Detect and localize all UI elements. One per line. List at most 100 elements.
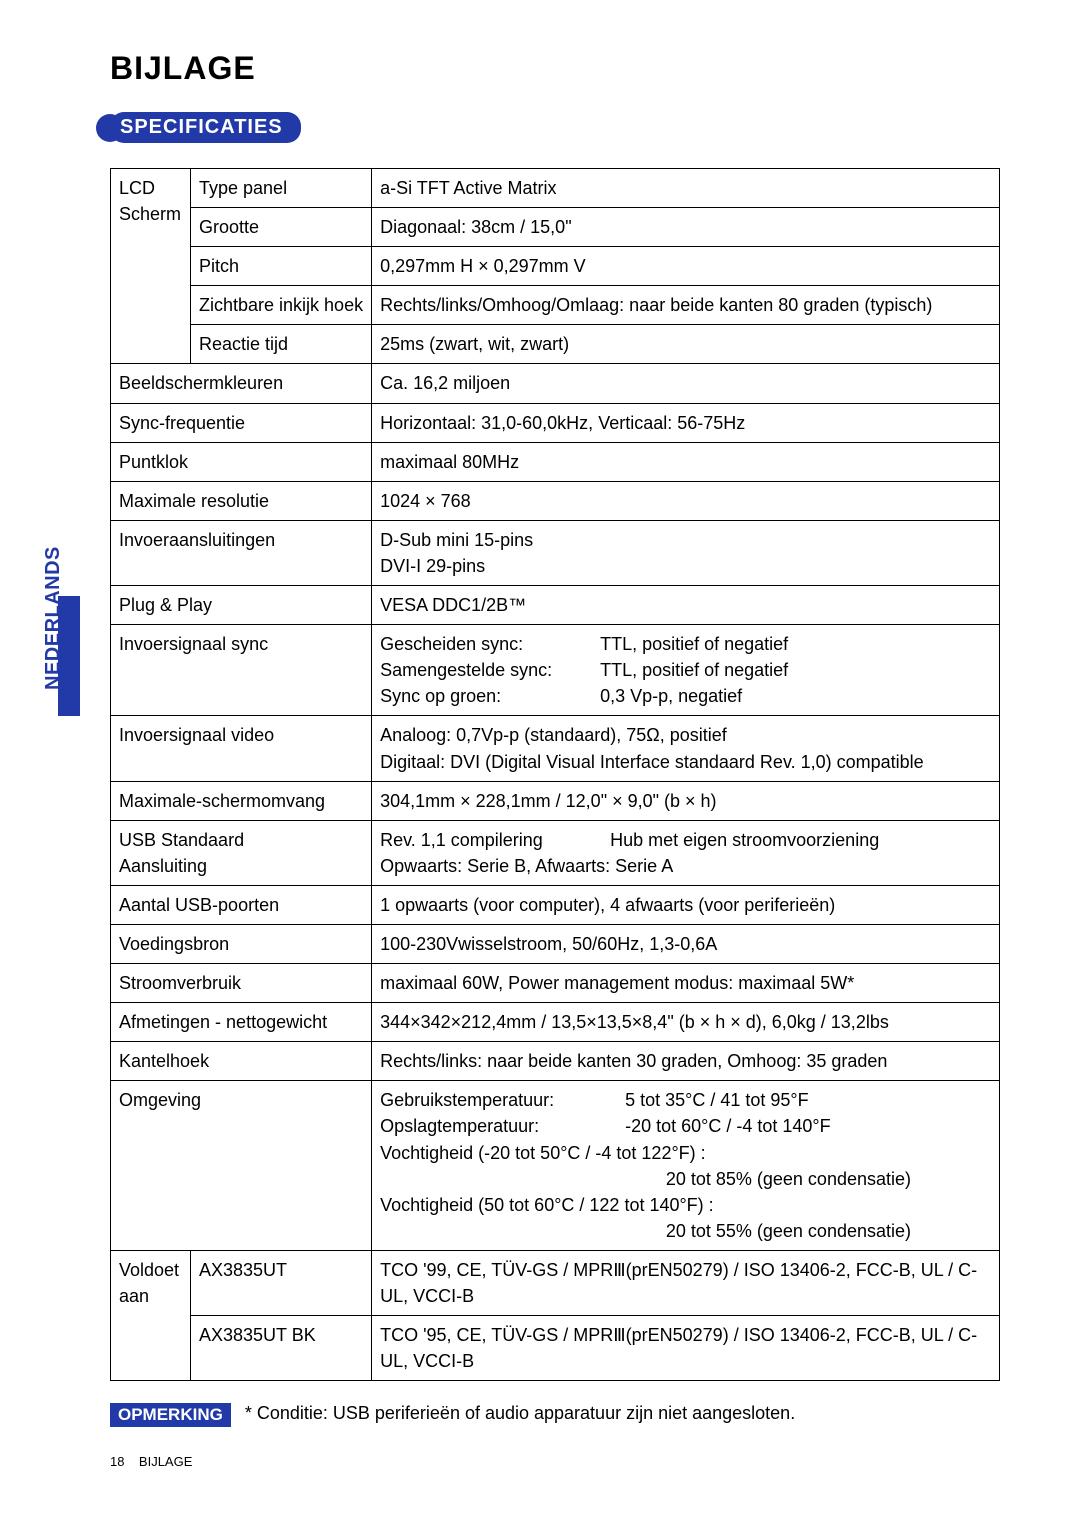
- cell: Afmetingen - nettogewicht: [111, 1003, 372, 1042]
- cell: maximaal 60W, Power management modus: ma…: [372, 964, 1000, 1003]
- cell: USB Standaard Aansluiting: [111, 820, 372, 885]
- section-badge-row: SPECIFICATIES: [110, 112, 1000, 143]
- line: DVI-I 29-pins: [380, 553, 991, 579]
- table-row: Maximale resolutie 1024 × 768: [111, 481, 1000, 520]
- cell: Maximale resolutie: [111, 481, 372, 520]
- cell-lcd-label: LCD Scherm: [111, 169, 191, 364]
- line: Opslagtemperatuur:: [380, 1113, 625, 1139]
- cell: Grootte: [191, 208, 372, 247]
- line: Vochtigheid (-20 tot 50°C / -4 tot 122°F…: [380, 1140, 991, 1166]
- cell: Reactie tijd: [191, 325, 372, 364]
- table-row: LCD Scherm Type panel a-Si TFT Active Ma…: [111, 169, 1000, 208]
- cell: Horizontaal: 31,0-60,0kHz, Verticaal: 56…: [372, 403, 1000, 442]
- cell: maximaal 80MHz: [372, 442, 1000, 481]
- cell: Kantelhoek: [111, 1042, 372, 1081]
- table-row: AX3835UT BK TCO '95, CE, TÜV-GS / MPRⅢ(p…: [111, 1316, 1000, 1381]
- table-row: Invoersignaal sync Gescheiden sync:TTL, …: [111, 625, 1000, 716]
- table-row: Puntklok maximaal 80MHz: [111, 442, 1000, 481]
- side-color-bar: [58, 596, 80, 716]
- cell: Omgeving: [111, 1081, 372, 1251]
- cell: Sync-frequentie: [111, 403, 372, 442]
- line: Vochtigheid (50 tot 60°C / 122 tot 140°F…: [380, 1192, 991, 1218]
- table-row: Invoersignaal video Analoog: 0,7Vp-p (st…: [111, 716, 1000, 781]
- line: D-Sub mini 15-pins: [380, 527, 991, 553]
- cell: Puntklok: [111, 442, 372, 481]
- line: Analoog: 0,7Vp-p (standaard), 75Ω, posit…: [380, 722, 991, 748]
- cell: Rechts/links: naar beide kanten 30 grade…: [372, 1042, 1000, 1081]
- table-row: Invoeraansluitingen D-Sub mini 15-pins D…: [111, 520, 1000, 585]
- cell: 304,1mm × 228,1mm / 12,0" × 9,0" (b × h): [372, 781, 1000, 820]
- cell: Analoog: 0,7Vp-p (standaard), 75Ω, posit…: [372, 716, 1000, 781]
- cell: AX3835UT: [191, 1250, 372, 1315]
- line: Digitaal: DVI (Digital Visual Interface …: [380, 749, 991, 775]
- section-badge: SPECIFICATIES: [110, 112, 301, 143]
- table-row: Kantelhoek Rechts/links: naar beide kant…: [111, 1042, 1000, 1081]
- line: USB Standaard: [119, 827, 363, 853]
- note-text: * Conditie: USB periferieën of audio app…: [245, 1403, 795, 1424]
- table-row: Reactie tijd 25ms (zwart, wit, zwart): [111, 325, 1000, 364]
- cell: Aantal USB-poorten: [111, 885, 372, 924]
- cell: 25ms (zwart, wit, zwart): [372, 325, 1000, 364]
- cell: 100-230Vwisselstroom, 50/60Hz, 1,3-0,6A: [372, 924, 1000, 963]
- line: TTL, positief of negatief: [600, 631, 788, 657]
- line: Gebruikstemperatuur:: [380, 1087, 625, 1113]
- line: Samengestelde sync:: [380, 657, 600, 683]
- cell: Stroomverbruik: [111, 964, 372, 1003]
- note-row: OPMERKING * Conditie: USB periferieën of…: [110, 1403, 1000, 1427]
- table-row: Maximale-schermomvang 304,1mm × 228,1mm …: [111, 781, 1000, 820]
- line: 20 tot 85% (geen condensatie): [380, 1166, 991, 1192]
- cell: Zichtbare inkijk hoek: [191, 286, 372, 325]
- cell: 1024 × 768: [372, 481, 1000, 520]
- line: -20 tot 60°C / -4 tot 140°F: [625, 1113, 831, 1139]
- table-row: Voldoet aan AX3835UT TCO '99, CE, TÜV-GS…: [111, 1250, 1000, 1315]
- line: TTL, positief of negatief: [600, 657, 788, 683]
- table-row: Beeldschermkleuren Ca. 16,2 miljoen: [111, 364, 1000, 403]
- cell: Maximale-schermomvang: [111, 781, 372, 820]
- cell: Rechts/links/Omhoog/Omlaag: naar beide k…: [372, 286, 1000, 325]
- line: Rev. 1,1 compilering: [380, 827, 610, 853]
- line: Hub met eigen stroomvoorziening: [610, 827, 879, 853]
- table-row: Aantal USB-poorten 1 opwaarts (voor comp…: [111, 885, 1000, 924]
- cell: Type panel: [191, 169, 372, 208]
- line: 20 tot 55% (geen condensatie): [380, 1218, 991, 1244]
- cell: Plug & Play: [111, 586, 372, 625]
- cell: AX3835UT BK: [191, 1316, 372, 1381]
- table-row: Omgeving Gebruikstemperatuur:5 tot 35°C …: [111, 1081, 1000, 1251]
- cell: Invoersignaal video: [111, 716, 372, 781]
- cell: Ca. 16,2 miljoen: [372, 364, 1000, 403]
- line: Sync op groen:: [380, 683, 600, 709]
- cell: Gebruikstemperatuur:5 tot 35°C / 41 tot …: [372, 1081, 1000, 1251]
- line: Aansluiting: [119, 853, 363, 879]
- line: 0,3 Vp-p, negatief: [600, 683, 742, 709]
- page-content: BIJLAGE SPECIFICATIES LCD Scherm Type pa…: [0, 0, 1080, 1457]
- cell: TCO '99, CE, TÜV-GS / MPRⅢ(prEN50279) / …: [372, 1250, 1000, 1315]
- cell: VESA DDC1/2B™: [372, 586, 1000, 625]
- page-footer: 18 BIJLAGE: [110, 1454, 192, 1469]
- cell: Invoeraansluitingen: [111, 520, 372, 585]
- footer-section-name: BIJLAGE: [139, 1454, 192, 1469]
- table-row: Voedingsbron 100-230Vwisselstroom, 50/60…: [111, 924, 1000, 963]
- table-row: Grootte Diagonaal: 38cm / 15,0": [111, 208, 1000, 247]
- table-row: Stroomverbruik maximaal 60W, Power manag…: [111, 964, 1000, 1003]
- table-row: Plug & Play VESA DDC1/2B™: [111, 586, 1000, 625]
- table-row: Pitch 0,297mm H × 0,297mm V: [111, 247, 1000, 286]
- cell: D-Sub mini 15-pins DVI-I 29-pins: [372, 520, 1000, 585]
- cell: 344×342×212,4mm / 13,5×13,5×8,4" (b × h …: [372, 1003, 1000, 1042]
- line: Gescheiden sync:: [380, 631, 600, 657]
- line: Opwaarts: Serie B, Afwaarts: Serie A: [380, 853, 991, 879]
- cell: Invoersignaal sync: [111, 625, 372, 716]
- cell: Diagonaal: 38cm / 15,0": [372, 208, 1000, 247]
- cell: 0,297mm H × 0,297mm V: [372, 247, 1000, 286]
- cell: Pitch: [191, 247, 372, 286]
- spec-table: LCD Scherm Type panel a-Si TFT Active Ma…: [110, 168, 1000, 1381]
- cell: a-Si TFT Active Matrix: [372, 169, 1000, 208]
- table-row: Zichtbare inkijk hoek Rechts/links/Omhoo…: [111, 286, 1000, 325]
- page-title: BIJLAGE: [110, 50, 1000, 87]
- cell: Voedingsbron: [111, 924, 372, 963]
- table-row: Afmetingen - nettogewicht 344×342×212,4m…: [111, 1003, 1000, 1042]
- cell: Gescheiden sync:TTL, positief of negatie…: [372, 625, 1000, 716]
- cell: 1 opwaarts (voor computer), 4 afwaarts (…: [372, 885, 1000, 924]
- table-row: Sync-frequentie Horizontaal: 31,0-60,0kH…: [111, 403, 1000, 442]
- note-badge: OPMERKING: [110, 1403, 231, 1427]
- cell: Voldoet aan: [111, 1250, 191, 1380]
